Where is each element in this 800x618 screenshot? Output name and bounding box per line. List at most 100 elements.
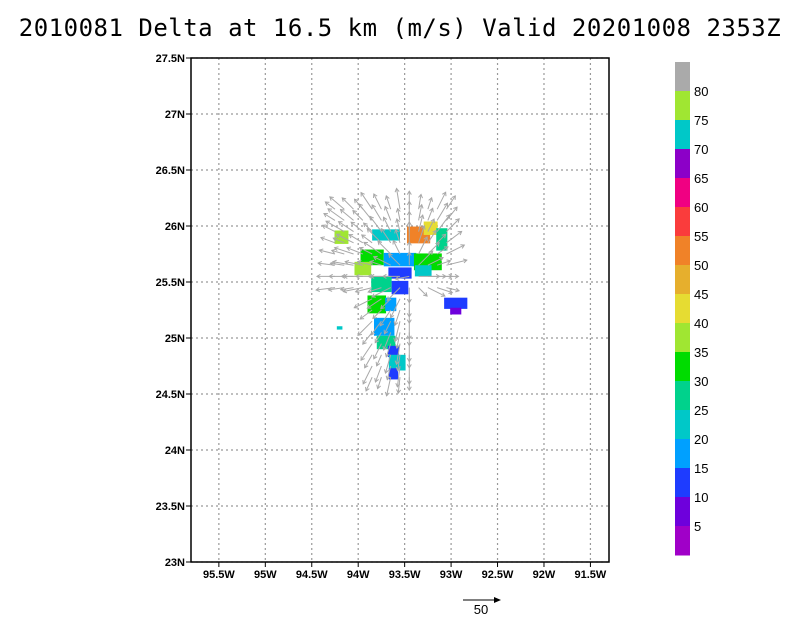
wind-vector-head bbox=[353, 304, 359, 309]
wind-vector-head bbox=[451, 195, 456, 200]
x-tick-label: 93.5W bbox=[389, 569, 421, 581]
wind-vector bbox=[373, 193, 382, 210]
wind-vector bbox=[334, 247, 354, 255]
wind-vector-head bbox=[363, 241, 368, 247]
data-cell bbox=[360, 249, 384, 266]
data-cell bbox=[436, 228, 448, 251]
colorbar-label: 65 bbox=[694, 171, 708, 186]
colorbar-label: 15 bbox=[694, 461, 708, 476]
wind-vector bbox=[436, 260, 451, 266]
wind-vector-head bbox=[317, 261, 322, 266]
wind-vector-head bbox=[395, 218, 401, 223]
wind-vector-head bbox=[429, 207, 434, 213]
wind-vector bbox=[396, 365, 401, 387]
wind-vector-head bbox=[371, 204, 376, 209]
wind-vector-head bbox=[406, 190, 412, 195]
wind-vector-head bbox=[367, 273, 373, 279]
colorbar-label: 60 bbox=[694, 200, 708, 215]
colorbar-segment bbox=[675, 468, 690, 498]
wind-vector bbox=[385, 343, 392, 358]
x-tick-label: 94W bbox=[347, 569, 370, 581]
wind-vector-head bbox=[320, 236, 325, 241]
wind-vector bbox=[369, 216, 382, 232]
wind-vector-head bbox=[362, 222, 368, 228]
colorbar-segment bbox=[675, 439, 690, 469]
wind-vector bbox=[340, 287, 354, 291]
wind-vector-head bbox=[357, 331, 362, 337]
wind-vector bbox=[418, 287, 428, 297]
wind-vector-head bbox=[455, 218, 460, 223]
wind-vector-head bbox=[325, 220, 331, 225]
colorbar-segment bbox=[675, 265, 690, 295]
wind-vector bbox=[329, 196, 345, 210]
wind-vector-head bbox=[382, 216, 388, 222]
y-tick-label: 27.5N bbox=[156, 53, 185, 65]
wind-vector-head bbox=[373, 193, 378, 199]
wind-vector-head bbox=[315, 287, 320, 293]
wind-vector bbox=[332, 261, 354, 266]
wind-vector bbox=[388, 253, 401, 266]
wind-vector-head bbox=[384, 194, 390, 200]
y-axis-ticks: 23N 23.5N 24N 24.5N 25N 25.5N 26N 26.5N 27N 27.5N bbox=[156, 53, 191, 569]
data-cell bbox=[414, 265, 432, 277]
colorbar-label: 20 bbox=[694, 432, 708, 447]
wind-vector-head bbox=[355, 273, 360, 279]
wind-vectors bbox=[315, 187, 468, 397]
wind-vector-head bbox=[376, 384, 381, 390]
wind-vector bbox=[436, 233, 446, 244]
wind-vector-head bbox=[457, 230, 463, 236]
wind-vector bbox=[325, 201, 336, 210]
y-tick-label: 23.5N bbox=[156, 501, 185, 513]
wind-vector bbox=[395, 275, 410, 280]
wind-vector-head bbox=[419, 214, 425, 220]
colorbar-label: 5 bbox=[694, 519, 701, 534]
wind-vector bbox=[371, 287, 391, 298]
wind-vector-head bbox=[395, 344, 400, 350]
wind-vector bbox=[446, 287, 460, 292]
data-cell bbox=[367, 295, 387, 314]
y-tick-label: 24.5N bbox=[156, 389, 185, 401]
vector-reference-label: 50 bbox=[474, 602, 488, 617]
wind-vector bbox=[427, 197, 433, 210]
wind-vector-head bbox=[428, 196, 434, 202]
y-tick-label: 26N bbox=[165, 221, 185, 233]
wind-vector bbox=[373, 343, 382, 360]
wind-vector-head bbox=[428, 250, 434, 256]
colorbar-label: 35 bbox=[694, 345, 708, 360]
wind-vector-head bbox=[443, 246, 449, 251]
colorbar-segment bbox=[675, 149, 690, 179]
data-cell bbox=[385, 297, 397, 312]
wind-vector-head bbox=[367, 288, 373, 294]
wind-vector bbox=[418, 250, 434, 266]
colorbar-segment bbox=[675, 497, 690, 527]
colorbar-segment bbox=[675, 120, 690, 150]
data-cell bbox=[373, 317, 395, 336]
y-tick-label: 25N bbox=[165, 333, 185, 345]
wind-vector-head bbox=[339, 286, 345, 292]
wind-vector bbox=[359, 309, 373, 320]
wind-vector-head bbox=[362, 379, 367, 385]
wind-vector-head bbox=[360, 234, 366, 239]
data-cell bbox=[371, 276, 392, 293]
wind-vector bbox=[396, 343, 401, 365]
colorbar-segment bbox=[675, 381, 690, 411]
data-cell bbox=[388, 368, 399, 380]
colorbar-segment bbox=[675, 207, 690, 237]
wind-vector bbox=[427, 230, 437, 244]
wind-vector-head bbox=[441, 233, 447, 239]
wind-vector bbox=[436, 202, 448, 221]
wind-vector-head bbox=[353, 198, 359, 204]
data-cell bbox=[387, 345, 400, 358]
wind-vector-head bbox=[358, 246, 364, 252]
wind-vector bbox=[338, 221, 354, 233]
wind-vector-head bbox=[329, 196, 334, 201]
wind-vector bbox=[392, 240, 401, 255]
wind-vector bbox=[384, 206, 392, 221]
wind-vector bbox=[385, 195, 392, 210]
wind-vector bbox=[363, 241, 382, 255]
wind-vector bbox=[396, 218, 401, 232]
wind-vector-head bbox=[393, 337, 399, 343]
wind-vector bbox=[374, 332, 382, 343]
wind-vector-head bbox=[342, 273, 348, 279]
colorbar-segment bbox=[675, 323, 690, 353]
